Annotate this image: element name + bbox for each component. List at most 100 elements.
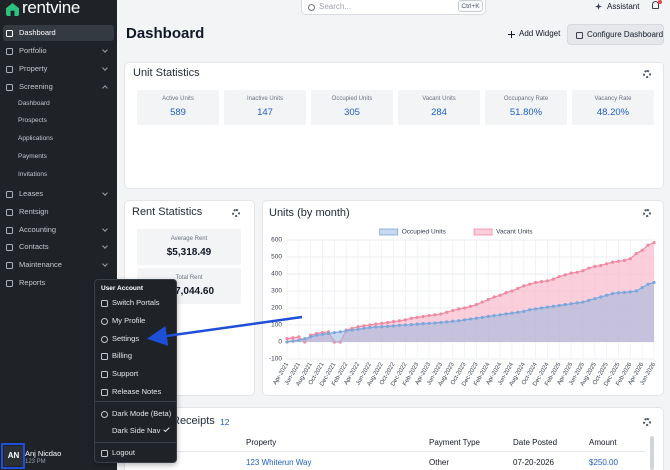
chevron (102, 189, 108, 196)
page-title: Dashboard (126, 24, 205, 42)
chevron (102, 242, 108, 249)
active-highlight (3, 25, 114, 41)
table-cell: Other (429, 458, 450, 468)
receipts-card (124, 407, 664, 470)
scrollbar (650, 436, 654, 470)
menu-toggle[interactable]: Dark Mode (Beta) (112, 409, 172, 419)
bell-icon[interactable] (652, 1, 659, 9)
column-header[interactable]: Payment Type (429, 438, 480, 448)
nav-item[interactable]: Accounting (19, 225, 57, 235)
icon (6, 279, 13, 287)
stat-label: Occupied Units (331, 96, 373, 102)
rent-label: Average Rent (170, 236, 208, 242)
sub-nav-item[interactable]: Payments (18, 152, 47, 160)
chevron (102, 85, 108, 91)
check-icon (163, 425, 170, 433)
menu-heading: User Account (101, 284, 144, 292)
icon (6, 261, 13, 269)
gear-icon[interactable] (643, 209, 651, 217)
icon (308, 3, 315, 11)
menu-toggle[interactable]: Dark Side Nav (112, 426, 161, 436)
nav-item[interactable]: Dashboard (19, 28, 56, 38)
icon (6, 190, 13, 198)
menu-item[interactable]: Switch Portals (112, 298, 160, 308)
stat-label: Occupancy Rate (503, 96, 549, 102)
assistant-button[interactable]: Assistant (607, 2, 640, 12)
sub-nav-item[interactable]: Invitations (18, 170, 48, 178)
column-header[interactable]: Property (246, 438, 277, 448)
user-role: 123 PM (25, 459, 46, 466)
menu-item[interactable]: Release Notes (112, 387, 162, 397)
notification-dot (658, 0, 662, 4)
menu-item[interactable]: Billing (112, 351, 133, 361)
nav-item[interactable]: Rentsign (19, 207, 49, 217)
search-box[interactable]: Search... Ctrl+K (301, 0, 486, 15)
menu-item[interactable]: Logout (112, 448, 135, 458)
avatar[interactable]: AN (4, 446, 23, 466)
logo[interactable]: rentvine (22, 0, 81, 18)
receipts-count: 12 (220, 416, 230, 427)
icon (101, 299, 108, 307)
icon (6, 29, 13, 37)
gear-icon[interactable] (232, 209, 240, 217)
sub-nav-item[interactable]: Applications (18, 134, 54, 142)
menu-divider (95, 401, 176, 402)
sub-nav-item[interactable]: Dashboard (18, 99, 50, 107)
stat-label: Active Units (162, 96, 194, 102)
icon (6, 47, 13, 55)
sub-nav-item[interactable]: Prospects (18, 116, 47, 124)
stat-box: Active Units 589 (137, 90, 219, 125)
icon (6, 208, 13, 216)
stat-value: 284 (431, 107, 447, 118)
units-chart-card (262, 200, 664, 396)
logo-mark (6, 3, 19, 16)
assistant-icon (595, 3, 602, 10)
user-name: Anj Nicdao (25, 449, 62, 459)
nav-item[interactable]: Leases (19, 189, 44, 199)
chevron (102, 46, 108, 53)
icon (576, 31, 583, 39)
sidebar: rentvine Dashboard Portfolio Property Screen… (0, 0, 117, 470)
nav-item[interactable]: Property (19, 64, 48, 74)
gear-icon[interactable] (643, 70, 651, 78)
card-title: Receipts (172, 415, 215, 428)
icon (6, 83, 13, 91)
gear-icon[interactable] (643, 418, 651, 426)
card-title: Rent Statistics (132, 206, 203, 219)
table-cell[interactable]: 123 Whiterun Way (246, 458, 312, 468)
user-menu: User Account Switch Portals My Profile Sett… (94, 279, 177, 463)
column-header[interactable]: Amount (589, 438, 617, 448)
icon (101, 449, 108, 457)
card-title: Unit Statistics (133, 67, 200, 80)
table-cell: $250.00 (589, 458, 618, 468)
nav-item[interactable]: Portfolio (19, 46, 47, 56)
menu-item[interactable]: My Profile (112, 316, 146, 326)
nav-item[interactable]: Contacts (19, 242, 49, 252)
icon (6, 65, 13, 73)
shortcut-badge: Ctrl+K (458, 0, 483, 12)
configure-button[interactable]: Configure Dashboard (567, 24, 664, 45)
table-divider (125, 451, 645, 452)
nav-item[interactable]: Maintenance (19, 260, 62, 270)
stat-box: Vacant Units 284 (398, 90, 480, 125)
stat-value: 147 (257, 107, 273, 118)
chevron (102, 64, 108, 71)
configure-label: Configure Dashboard (587, 30, 664, 40)
stat-box: Inactive Units 147 (224, 90, 306, 125)
nav-item[interactable]: Reports (19, 278, 46, 288)
stat-value: 48.20% (596, 107, 630, 118)
nav-item[interactable]: Screening (19, 82, 53, 92)
rent-label: Total Rent (175, 275, 203, 281)
menu-item[interactable]: Support (112, 369, 139, 379)
icon (101, 410, 108, 418)
rent-value: $37,044.60 (163, 286, 215, 297)
icon (101, 388, 108, 396)
add-widget-button[interactable]: Add Widget (519, 29, 561, 39)
menu-divider (95, 442, 176, 443)
icon (101, 352, 108, 360)
column-header[interactable]: Date Posted (513, 438, 558, 448)
icon (101, 370, 108, 378)
icon (101, 335, 108, 343)
menu-item[interactable]: Settings (112, 334, 140, 344)
